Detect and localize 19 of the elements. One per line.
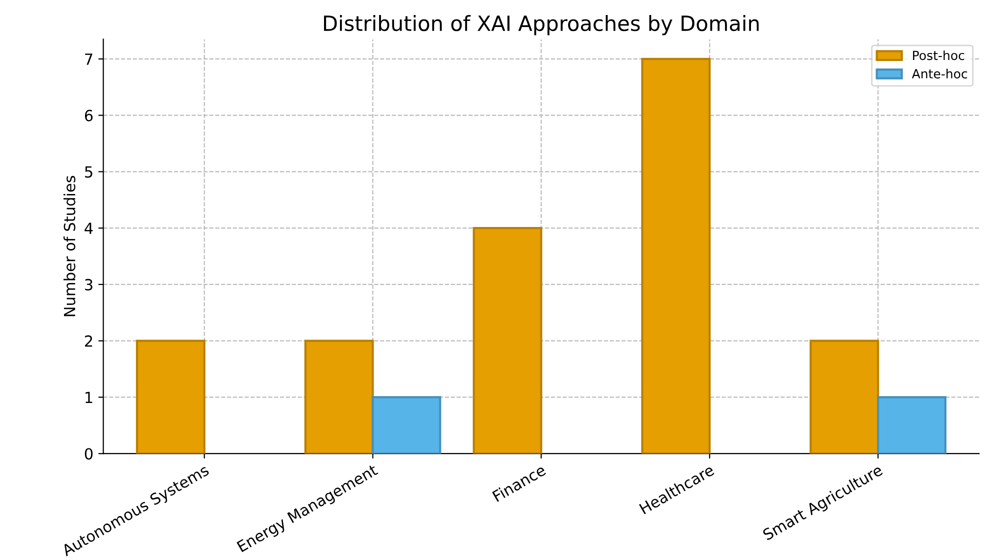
bar bbox=[472, 227, 542, 454]
bar bbox=[304, 340, 374, 454]
y-tick-label: 1 bbox=[86, 392, 92, 404]
y-axis-title: Number of Studies bbox=[64, 176, 76, 316]
y-tick-label: 3 bbox=[85, 278, 92, 290]
y-tick-label: 5 bbox=[85, 166, 92, 178]
y-tick-label: 6 bbox=[84, 110, 93, 122]
y-tick-label: 2 bbox=[84, 335, 92, 347]
bar bbox=[372, 396, 442, 454]
chart-title: Distribution of XAI Approaches by Domain bbox=[324, 15, 759, 36]
y-tick-label: 7 bbox=[85, 54, 92, 65]
y-tick-label: 0 bbox=[84, 448, 93, 460]
bar bbox=[136, 340, 206, 454]
y-tick-label: 4 bbox=[84, 222, 93, 234]
legend-label: Ante-hoc bbox=[912, 68, 968, 78]
legend-label: Post-hoc bbox=[913, 50, 964, 60]
bar bbox=[876, 396, 946, 454]
bar bbox=[641, 58, 711, 454]
bar bbox=[810, 340, 880, 454]
